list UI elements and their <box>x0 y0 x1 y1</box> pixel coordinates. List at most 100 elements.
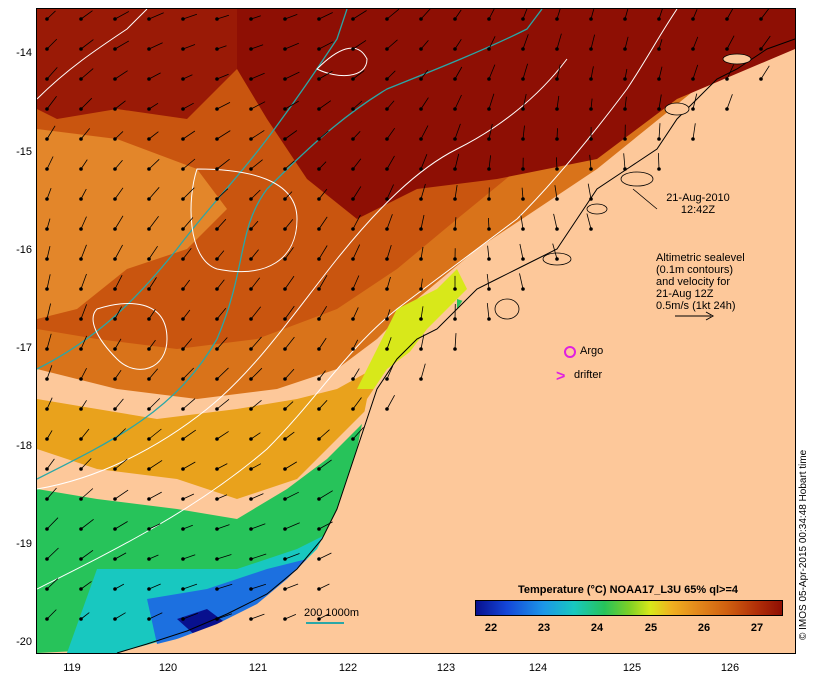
velocity-vector-origin <box>283 137 287 141</box>
velocity-vector-origin <box>215 407 219 411</box>
velocity-vector-origin <box>487 287 491 291</box>
velocity-vector-origin <box>147 437 151 441</box>
velocity-vector <box>420 40 429 50</box>
velocity-vector-origin <box>249 287 253 291</box>
velocity-vector <box>284 130 298 140</box>
velocity-vector <box>352 186 362 200</box>
velocity-vector-origin <box>351 287 355 291</box>
velocity-vector-origin <box>79 587 83 591</box>
velocity-vector-origin <box>45 17 49 21</box>
velocity-vector-origin <box>351 437 355 441</box>
velocity-vector-origin <box>691 77 695 81</box>
velocity-vector-origin <box>79 317 83 321</box>
velocity-vector <box>556 9 561 20</box>
velocity-vector-origin <box>147 167 151 171</box>
velocity-vector-origin <box>79 287 83 291</box>
velocity-vector <box>420 363 426 380</box>
velocity-vector-origin <box>317 47 321 51</box>
velocity-vector <box>726 35 735 50</box>
velocity-vector <box>318 130 329 140</box>
velocity-vector <box>182 13 198 20</box>
velocity-vector-origin <box>351 227 355 231</box>
velocity-vector <box>556 128 558 140</box>
velocity-vector <box>454 94 462 110</box>
velocity-vector-origin <box>487 107 491 111</box>
velocity-vector <box>148 131 159 140</box>
velocity-vector-origin <box>623 107 627 111</box>
velocity-vector-origin <box>249 587 253 591</box>
velocity-vector <box>284 368 295 380</box>
velocity-vector-origin <box>215 287 219 291</box>
velocity-vector-origin <box>351 77 355 81</box>
velocity-vector-origin <box>419 377 423 381</box>
velocity-vector <box>386 244 392 260</box>
velocity-vector-origin <box>249 317 253 321</box>
lat-label: -14 <box>16 47 32 59</box>
velocity-vector-origin <box>113 257 117 261</box>
velocity-vector <box>284 461 298 470</box>
velocity-vector-origin <box>147 227 151 231</box>
velocity-vector-origin <box>147 197 151 201</box>
velocity-vector <box>623 153 626 170</box>
velocity-vector <box>284 522 300 530</box>
velocity-vector-origin <box>79 17 83 21</box>
velocity-vector-origin <box>589 167 593 171</box>
velocity-vector <box>318 459 332 470</box>
velocity-vector-origin <box>249 437 253 441</box>
velocity-vector-origin <box>45 47 49 51</box>
velocity-vector-origin <box>147 557 151 561</box>
velocity-vector <box>284 100 299 110</box>
velocity-vector <box>80 428 90 440</box>
velocity-vector-origin <box>351 167 355 171</box>
velocity-vector-origin <box>113 17 117 21</box>
velocity-vector <box>284 14 298 20</box>
velocity-vector <box>692 123 696 140</box>
credit-text: © IMOS 05-Apr-2015 00:34:48 Hobart time <box>798 449 809 640</box>
velocity-vector-origin <box>623 47 627 51</box>
velocity-vector <box>80 216 87 230</box>
velocity-vector-origin <box>79 257 83 261</box>
velocity-vector-origin <box>249 137 253 141</box>
velocity-vector <box>658 153 660 170</box>
sst-map[interactable] <box>36 8 796 654</box>
velocity-vector-origin <box>283 17 287 21</box>
velocity-vector-origin <box>283 527 287 531</box>
velocity-vector <box>216 307 227 320</box>
coastline <box>116 38 795 653</box>
velocity-vector-origin <box>283 257 287 261</box>
velocity-vector-origin <box>385 197 389 201</box>
sst-region-yellow-coast <box>357 269 467 389</box>
velocity-vector-origin <box>453 77 457 81</box>
velocity-vector-origin <box>385 167 389 171</box>
velocity-vector <box>182 248 192 260</box>
velocity-vector <box>80 335 88 350</box>
velocity-vector <box>114 131 124 140</box>
velocity-vector-origin <box>147 17 151 21</box>
velocity-vector <box>726 94 733 110</box>
velocity-vector-origin <box>45 587 49 591</box>
velocity-vector-origin <box>317 467 321 471</box>
velocity-vector-origin <box>555 107 559 111</box>
velocity-vector <box>46 95 57 110</box>
velocity-vector-origin <box>181 287 185 291</box>
velocity-vector <box>216 14 230 20</box>
velocity-vector <box>318 337 327 350</box>
velocity-vector <box>148 339 156 350</box>
velocity-vector-origin <box>113 587 117 591</box>
velocity-vector-origin <box>623 17 627 21</box>
velocity-vector <box>80 549 94 560</box>
velocity-vector <box>386 70 396 80</box>
velocity-vector-origin <box>317 527 321 531</box>
velocity-vector <box>182 398 196 410</box>
velocity-vector-origin <box>215 197 219 201</box>
velocity-vector-origin <box>215 617 219 621</box>
velocity-vector <box>250 306 262 320</box>
velocity-vector <box>284 275 295 290</box>
velocity-vector-origin <box>657 137 661 141</box>
velocity-vector-origin <box>215 257 219 261</box>
velocity-vector <box>420 69 429 80</box>
velocity-vector-origin <box>249 47 253 51</box>
velocity-vector <box>760 35 771 50</box>
velocity-vector-origin <box>181 587 185 591</box>
velocity-vector-origin <box>45 287 49 291</box>
